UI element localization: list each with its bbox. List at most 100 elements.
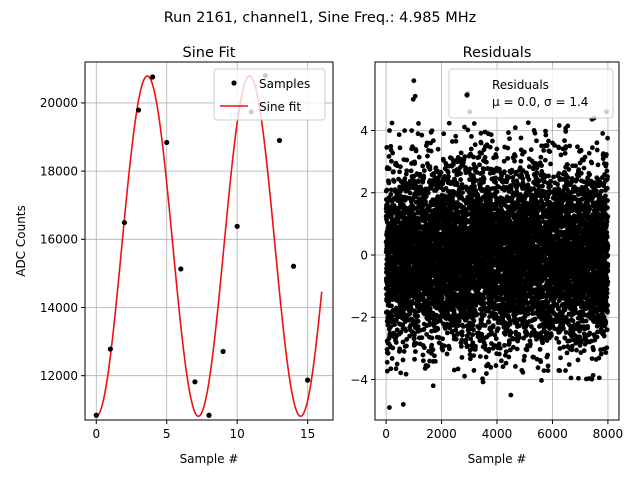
residual-point	[397, 169, 402, 175]
residual-point	[407, 309, 413, 315]
residual-point	[472, 142, 478, 148]
residual-point	[412, 332, 417, 338]
residual-point	[467, 166, 473, 172]
residual-point	[482, 154, 488, 160]
residual-point	[462, 373, 467, 379]
sample-point	[150, 74, 156, 80]
residual-point	[456, 323, 461, 328]
residual-point	[508, 330, 514, 336]
residual-point	[416, 154, 422, 160]
residual-point	[481, 176, 487, 182]
residual-point	[464, 212, 470, 218]
residual-point	[482, 342, 488, 348]
residual-point	[412, 161, 418, 167]
residual-point	[423, 194, 429, 199]
figure-suptitle: Run 2161, channel1, Sine Freq.: 4.985 MH…	[164, 10, 477, 26]
residual-point	[393, 366, 399, 372]
residual-point	[397, 145, 403, 151]
residual-point	[471, 368, 477, 373]
sine-fit-line	[96, 75, 323, 418]
residual-point	[413, 148, 419, 154]
residual-point	[445, 169, 451, 175]
sine-fit-legend: Samples Sine fit	[213, 68, 326, 121]
residual-point	[472, 278, 477, 284]
residual-points-layer	[383, 78, 611, 410]
residual-point	[389, 158, 394, 164]
residual-point	[458, 343, 464, 349]
residual-point	[502, 342, 507, 348]
residual-point	[392, 322, 397, 328]
residual-point	[451, 367, 457, 373]
residual-point	[512, 125, 518, 131]
sample-point	[290, 263, 297, 269]
residual-point	[421, 326, 427, 332]
residual-point	[487, 144, 493, 150]
residual-point	[456, 318, 462, 324]
residual-point	[388, 192, 394, 197]
residual-point	[498, 358, 504, 364]
residual-point	[494, 189, 500, 195]
residual-point	[437, 318, 443, 324]
residual-point	[493, 336, 499, 342]
residual-point	[470, 340, 476, 346]
residual-point	[440, 347, 446, 353]
residual-point	[441, 131, 447, 137]
sine-fit-y-tick-label: 18000	[40, 164, 78, 178]
residual-point	[394, 361, 400, 367]
residual-point	[428, 148, 434, 154]
residual-point	[453, 327, 459, 333]
residual-point	[484, 371, 489, 376]
residual-point	[408, 168, 414, 174]
residual-point	[506, 340, 512, 346]
residual-point	[434, 312, 439, 318]
residual-point	[388, 324, 394, 330]
residual-point	[404, 337, 410, 342]
residual-point	[427, 166, 433, 172]
sine-fit-x-tick-label: 15	[300, 427, 315, 441]
residual-point	[407, 190, 413, 196]
residual-point	[490, 323, 496, 329]
residual-point	[384, 187, 390, 193]
residual-point	[419, 335, 425, 341]
residual-point	[444, 351, 450, 357]
residual-point	[390, 150, 396, 156]
residual-point	[486, 319, 492, 325]
residual-point	[404, 157, 410, 163]
residual-point	[420, 163, 426, 169]
residual-point	[496, 351, 502, 357]
legend-marker-samples	[231, 80, 237, 86]
residual-point	[421, 168, 427, 174]
residual-point	[421, 345, 427, 351]
residual-point	[412, 226, 418, 231]
residual-point	[385, 350, 391, 356]
residual-point	[473, 165, 479, 171]
residual-point	[386, 153, 392, 159]
residual-point	[416, 179, 422, 185]
residual-point	[468, 146, 474, 152]
residual-point	[384, 368, 390, 374]
residual-point	[421, 175, 427, 181]
residual-point	[462, 154, 468, 159]
residual-point	[386, 166, 392, 172]
residual-point	[462, 124, 467, 130]
residuals-title: Residuals	[463, 45, 532, 61]
residual-point	[403, 371, 409, 377]
residual-point	[445, 313, 451, 319]
residual-point	[452, 177, 458, 183]
residual-point	[441, 343, 447, 349]
residual-point	[451, 162, 456, 168]
sample-point	[276, 137, 283, 144]
residual-point	[415, 324, 421, 329]
residual-point	[455, 366, 461, 372]
residual-point	[459, 354, 465, 360]
residual-point	[473, 178, 479, 183]
sine-fit-xlabel: Sample #	[180, 452, 239, 466]
residual-point	[518, 135, 524, 141]
residual-point	[419, 132, 425, 138]
residual-point	[507, 321, 513, 327]
residual-point	[387, 128, 392, 133]
sample-point	[234, 223, 240, 229]
residual-point	[467, 352, 473, 357]
sine-fit-y-tick-label: 20000	[40, 96, 78, 110]
residual-point	[388, 366, 394, 372]
